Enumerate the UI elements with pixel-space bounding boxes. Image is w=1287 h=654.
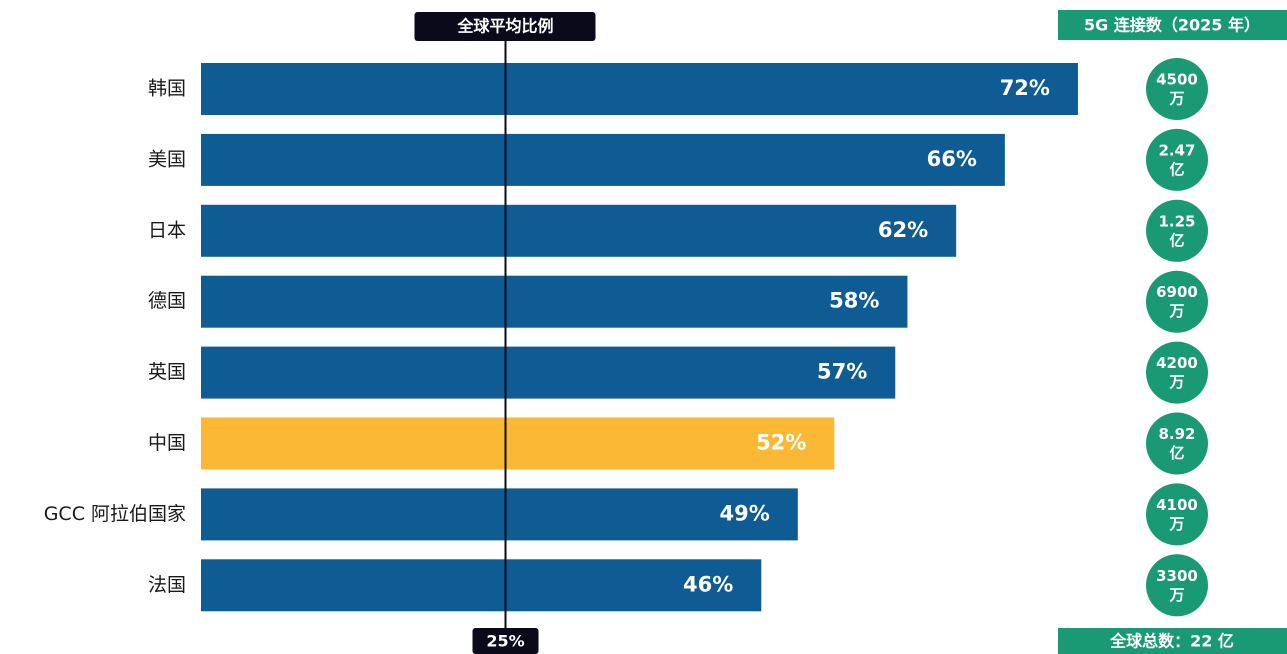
bar <box>201 204 957 257</box>
connection-number: 3300 <box>1156 567 1198 585</box>
connection-badge <box>1146 483 1208 546</box>
connection-unit: 亿 <box>1169 160 1184 178</box>
connection-badge <box>1146 199 1208 262</box>
bar <box>201 275 908 328</box>
connection-number: 4100 <box>1156 496 1198 514</box>
bar <box>201 417 835 470</box>
connections-total: 全球总数：22 亿 <box>1109 632 1234 651</box>
bar <box>201 346 896 399</box>
connection-badge <box>1146 412 1208 475</box>
category-label: 韩国 <box>148 78 186 100</box>
category-label: 英国 <box>148 361 186 383</box>
value-label: 72% <box>1000 76 1050 100</box>
reference-title-box <box>414 12 596 41</box>
bar <box>201 559 762 612</box>
category-label: 日本 <box>148 219 186 241</box>
connection-number: 8.92 <box>1158 425 1195 443</box>
connection-number: 4500 <box>1156 71 1198 89</box>
value-label: 58% <box>829 289 879 313</box>
bar <box>201 133 1005 186</box>
category-label: 美国 <box>148 148 186 170</box>
connection-badge <box>1146 58 1208 120</box>
connection-number: 1.25 <box>1158 212 1195 230</box>
connection-unit: 亿 <box>1169 231 1184 249</box>
connections-header: 5G 连接数（2025 年） <box>1084 16 1260 35</box>
reference-title: 全球平均比例 <box>456 17 553 36</box>
value-label: 52% <box>756 431 806 455</box>
category-label: 德国 <box>148 290 186 312</box>
connection-unit: 万 <box>1168 515 1184 533</box>
value-label: 49% <box>720 501 770 525</box>
connection-number: 2.47 <box>1158 141 1195 159</box>
connection-unit: 万 <box>1168 90 1184 108</box>
connections-header-box <box>1058 10 1287 40</box>
connection-number: 4200 <box>1156 354 1198 372</box>
connection-unit: 亿 <box>1169 444 1184 462</box>
category-label: 法国 <box>148 574 186 596</box>
connection-unit: 万 <box>1168 586 1184 604</box>
value-label: 57% <box>817 360 867 384</box>
reference-label-box <box>472 628 539 654</box>
connection-unit: 万 <box>1168 302 1184 320</box>
bar <box>201 63 1078 115</box>
connections-total-box <box>1058 628 1287 654</box>
connection-unit: 万 <box>1168 373 1184 391</box>
connection-badge <box>1146 270 1208 333</box>
connection-number: 6900 <box>1156 283 1198 301</box>
connection-badge <box>1146 128 1208 191</box>
category-label: GCC 阿拉伯国家 <box>44 503 186 525</box>
category-label: 中国 <box>148 432 186 454</box>
value-label: 62% <box>878 218 928 242</box>
value-label: 46% <box>683 572 733 596</box>
value-label: 66% <box>927 147 977 171</box>
connection-badge <box>1146 554 1208 617</box>
reference-label: 25% <box>486 632 524 651</box>
connection-badge <box>1146 341 1208 404</box>
bar <box>201 488 798 541</box>
